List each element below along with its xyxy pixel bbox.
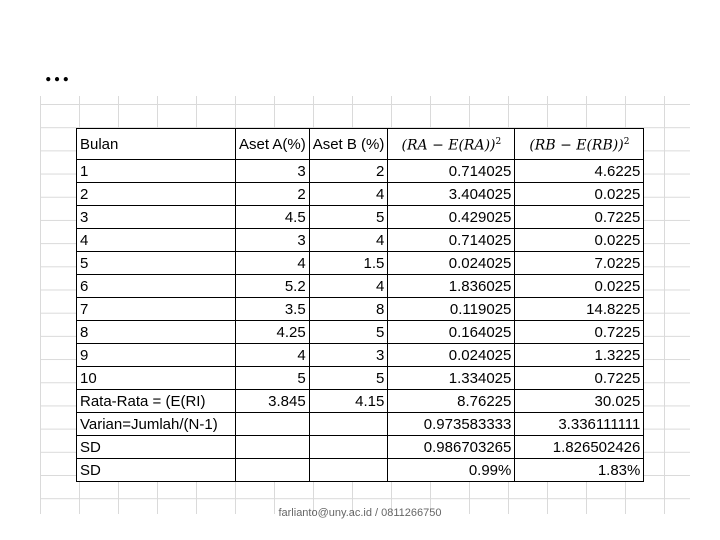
cell-aset-a	[235, 435, 310, 459]
cell-bulan: 4	[76, 228, 236, 252]
cell-ra-deviation-squared: 1.334025	[387, 366, 516, 390]
cell-rb-deviation-squared: 1.3225	[514, 343, 645, 367]
header-aset-a: Aset A(%)	[235, 128, 310, 160]
header-ra-formula: (RA − E(RA))	[401, 137, 496, 154]
cell-ra-deviation-squared: 8.76225	[387, 389, 516, 413]
cell-ra-deviation-squared: 0.714025	[387, 228, 516, 252]
cell-aset-a: 4.25	[235, 320, 310, 344]
cell-ra-deviation-squared: 0.99%	[387, 458, 516, 482]
cell-aset-b: 8	[308, 297, 389, 321]
table-row: 7 3.5 8 0.119025 14.8225	[76, 297, 645, 321]
cell-aset-a: 4	[235, 251, 310, 275]
table-header-row: Bulan Aset A(%) Aset B (%) (RA − E(RA))2…	[76, 128, 645, 160]
table-row: 2 2 4 3.404025 0.0225	[76, 182, 645, 206]
cell-bulan: Rata-Rata = (E(RI)	[76, 389, 236, 413]
header-rb-exponent: 2	[623, 136, 630, 147]
cell-ra-deviation-squared: 0.164025	[387, 320, 516, 344]
footer-contact: farlianto@uny.ac.id / 0811266750	[278, 507, 442, 519]
cell-rb-deviation-squared: 3.336111111	[514, 412, 645, 436]
cell-ra-deviation-squared: 0.024025	[387, 343, 516, 367]
cell-rb-deviation-squared: 4.6225	[514, 159, 645, 183]
cell-aset-a: 4	[235, 343, 310, 367]
cell-bulan: Varian=Jumlah/(N-1)	[76, 412, 236, 436]
cell-aset-a: 5.2	[235, 274, 310, 298]
cell-ra-deviation-squared: 0.429025	[387, 205, 516, 229]
cell-aset-b: 4.15	[308, 389, 389, 413]
table-row: Rata-Rata = (E(RI) 3.845 4.15 8.76225 30.025	[76, 389, 645, 413]
cell-ra-deviation-squared: 0.986703265	[387, 435, 516, 459]
cell-aset-a: 3	[235, 228, 310, 252]
cell-bulan: 1	[76, 159, 236, 183]
cell-aset-b: 5	[308, 205, 389, 229]
cell-bulan: 3	[76, 205, 236, 229]
cell-bulan: 10	[76, 366, 236, 390]
cell-ra-deviation-squared: 0.024025	[387, 251, 516, 275]
cell-bulan: SD	[76, 435, 236, 459]
cell-aset-a: 3.845	[235, 389, 310, 413]
cell-aset-b: 2	[308, 159, 389, 183]
cell-bulan: 7	[76, 297, 236, 321]
cell-ra-deviation-squared: 0.714025	[387, 159, 516, 183]
table-row: 10 5 5 1.334025 0.7225	[76, 366, 645, 390]
table-row: 6 5.2 4 1.836025 0.0225	[76, 274, 645, 298]
cell-aset-b: 5	[308, 320, 389, 344]
cell-rb-deviation-squared: 0.7225	[514, 366, 645, 390]
cell-ra-deviation-squared: 0.119025	[387, 297, 516, 321]
cell-aset-a: 2	[235, 182, 310, 206]
header-ra-exponent: 2	[495, 136, 502, 147]
cell-aset-a: 5	[235, 366, 310, 390]
cell-ra-deviation-squared: 0.973583333	[387, 412, 516, 436]
cell-aset-a	[235, 412, 310, 436]
header-aset-b: Aset B (%)	[308, 128, 389, 160]
table-row: SD 0.99% 1.83%	[76, 458, 645, 482]
cell-rb-deviation-squared: 0.0225	[514, 274, 645, 298]
cell-aset-a: 4.5	[235, 205, 310, 229]
table-row: Varian=Jumlah/(N-1) 0.973583333 3.33611111…	[76, 412, 645, 436]
cell-rb-deviation-squared: 0.0225	[514, 182, 645, 206]
cell-aset-b	[308, 412, 389, 436]
header-bulan: Bulan	[76, 128, 236, 160]
cell-rb-deviation-squared: 30.025	[514, 389, 645, 413]
header-rb-deviation-squared: (RB − E(RB))2	[514, 128, 645, 160]
cell-bulan: SD	[76, 458, 236, 482]
cell-rb-deviation-squared: 0.7225	[514, 205, 645, 229]
table-row: 3 4.5 5 0.429025 0.7225	[76, 205, 645, 229]
cell-rb-deviation-squared: 0.7225	[514, 320, 645, 344]
table-row: SD 0.986703265 1.826502426	[76, 435, 645, 459]
cell-rb-deviation-squared: 7.0225	[514, 251, 645, 275]
cell-aset-b: 5	[308, 366, 389, 390]
slide-ellipsis: …	[44, 58, 71, 87]
cell-aset-a	[235, 458, 310, 482]
cell-aset-a: 3.5	[235, 297, 310, 321]
cell-aset-b: 4	[308, 228, 389, 252]
cell-aset-b: 3	[308, 343, 389, 367]
cell-ra-deviation-squared: 1.836025	[387, 274, 516, 298]
cell-bulan: 8	[76, 320, 236, 344]
cell-rb-deviation-squared: 1.83%	[514, 458, 645, 482]
cell-bulan: 5	[76, 251, 236, 275]
cell-aset-b	[308, 458, 389, 482]
cell-bulan: 6	[76, 274, 236, 298]
cell-bulan: 9	[76, 343, 236, 367]
cell-aset-b: 1.5	[308, 251, 389, 275]
cell-rb-deviation-squared: 1.826502426	[514, 435, 645, 459]
cell-aset-b: 4	[308, 182, 389, 206]
table-row: 5 4 1.5 0.024025 7.0225	[76, 251, 645, 275]
header-rb-formula: (RB − E(RB))	[529, 137, 624, 154]
cell-rb-deviation-squared: 0.0225	[514, 228, 645, 252]
cell-aset-a: 3	[235, 159, 310, 183]
cell-rb-deviation-squared: 14.8225	[514, 297, 645, 321]
variance-table: Bulan Aset A(%) Aset B (%) (RA − E(RA))2…	[76, 128, 645, 482]
table-row: 4 3 4 0.714025 0.0225	[76, 228, 645, 252]
cell-aset-b	[308, 435, 389, 459]
cell-ra-deviation-squared: 3.404025	[387, 182, 516, 206]
table-row: 1 3 2 0.714025 4.6225	[76, 159, 645, 183]
header-ra-deviation-squared: (RA − E(RA))2	[387, 128, 516, 160]
table-row: 8 4.25 5 0.164025 0.7225	[76, 320, 645, 344]
cell-bulan: 2	[76, 182, 236, 206]
cell-aset-b: 4	[308, 274, 389, 298]
table-row: 9 4 3 0.024025 1.3225	[76, 343, 645, 367]
